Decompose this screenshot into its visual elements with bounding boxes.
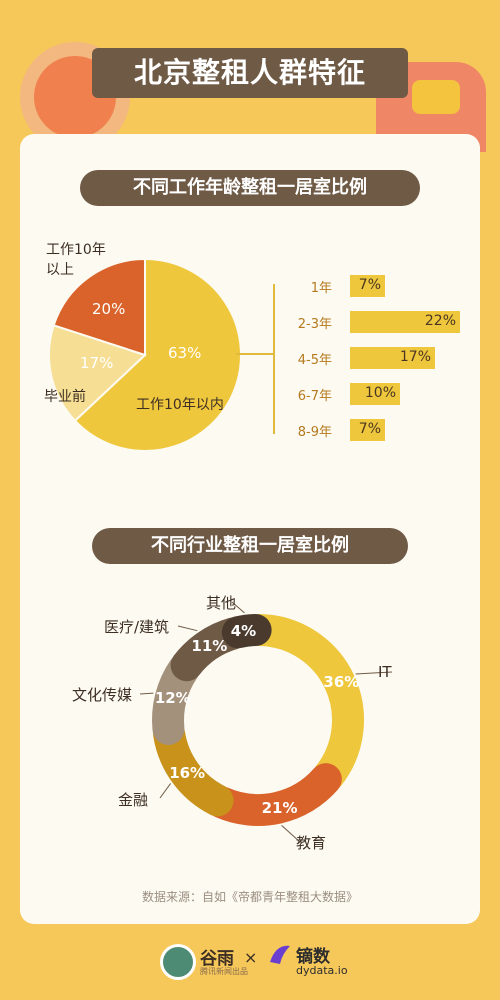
donut-value-label: 21%	[261, 798, 298, 817]
donut-category-label: 教育	[296, 834, 327, 852]
bar	[350, 383, 400, 405]
bar-category-label: 2-3年	[297, 317, 332, 332]
pie-slice-before-graduation	[48, 324, 147, 423]
donut-category-label: IT	[378, 663, 392, 681]
guyu-logo-subtitle: 腾讯新闻出品	[200, 967, 248, 976]
dydata-logo-text: 镝数	[296, 947, 330, 967]
donut-leader-line	[177, 625, 198, 632]
bar	[350, 347, 435, 369]
section-title-industry: 不同行业整租一居室比例	[92, 528, 408, 564]
pie-label-before-graduation: 毕业前	[44, 389, 86, 405]
dydata-logo-subtitle: dydata.io	[296, 964, 348, 977]
donut-category-label: 其他	[206, 594, 237, 612]
donut-leader-line	[139, 692, 154, 695]
bar-value-label: 10%	[364, 385, 396, 401]
section-title-work-years: 不同工作年龄整租一居室比例	[80, 170, 420, 206]
bar-category-label: 6-7年	[297, 389, 332, 404]
industry-donut-chart	[152, 614, 364, 826]
dydata-logo-icon	[270, 945, 290, 964]
donut-leader-line	[281, 825, 301, 843]
source-note: 数据来源：自如《帝都青年整租大数据》	[141, 890, 358, 904]
bar-category-label: 1年	[310, 281, 332, 296]
times-separator: ×	[244, 948, 258, 967]
donut-value-label: 11%	[191, 636, 228, 655]
bar	[350, 311, 460, 333]
guyu-logo-text: 谷雨	[200, 949, 234, 969]
decorative-pillow	[412, 80, 460, 114]
donut-value-label: 4%	[230, 621, 257, 640]
bar-value-label: 17%	[399, 349, 431, 365]
donut-leader-line	[355, 671, 393, 675]
donut-slice-it	[244, 614, 364, 792]
donut-leader-line	[159, 783, 172, 799]
pie-value-20: 20%	[92, 300, 126, 318]
pie-slice-within-10-years	[73, 257, 242, 452]
pie-to-bars-connector	[236, 284, 275, 434]
work-years-pie-chart	[48, 257, 242, 452]
donut-slice-education	[205, 763, 342, 826]
bar-category-label: 8-9年	[297, 425, 332, 440]
pie-label-over-10-years: 工作10年 以上	[46, 242, 106, 278]
bar-value-label: 7%	[358, 421, 381, 437]
donut-category-label: 医疗/建筑	[104, 618, 170, 636]
donut-leader-line	[231, 601, 245, 614]
pie-label-within-10-years: 工作10年以内	[136, 397, 224, 413]
donut-category-label: 金融	[118, 791, 149, 809]
donut-value-label: 36%	[323, 672, 360, 691]
bar-value-label: 7%	[358, 277, 381, 293]
bar	[350, 275, 385, 297]
pie-slice-over-10-years	[52, 257, 146, 357]
guyu-logo-icon	[160, 944, 196, 980]
bar-category-label: 4-5年	[297, 353, 332, 368]
page-title: 北京整租人群特征	[92, 48, 408, 98]
donut-value-label: 12%	[154, 688, 191, 707]
donut-value-label: 16%	[169, 763, 206, 782]
pie-value-17: 17%	[80, 354, 114, 372]
pie-value-63: 63%	[168, 344, 202, 362]
donut-slice-other	[221, 614, 272, 649]
bar	[350, 419, 385, 441]
bar-value-label: 22%	[424, 313, 456, 329]
donut-category-label: 文化传媒	[72, 686, 133, 704]
